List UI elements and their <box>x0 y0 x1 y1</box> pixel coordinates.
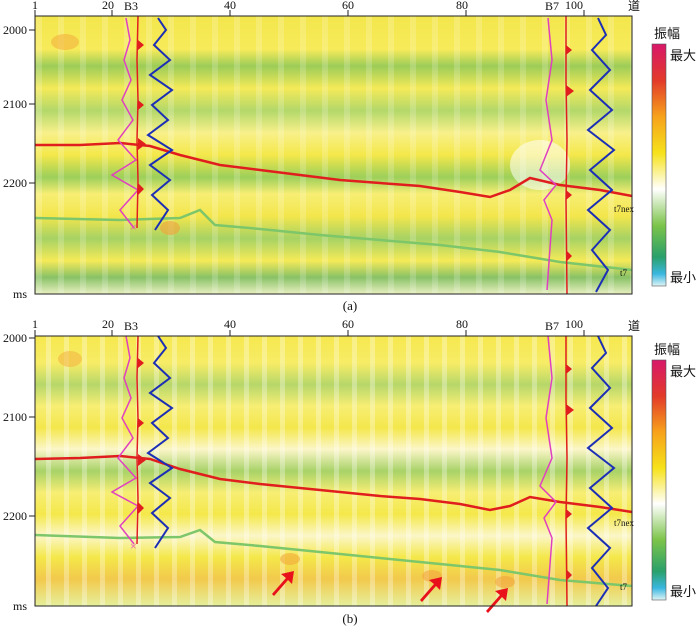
colorbar-min: 最小 <box>670 270 696 285</box>
well-log-b3-red <box>136 15 139 229</box>
time-axis-a: 2000 2100 2200 ms <box>3 23 35 301</box>
trace-tick: 1 <box>32 317 38 331</box>
horizon-green <box>34 528 633 588</box>
well-label-b3: B3 <box>124 319 138 333</box>
well-b3-marker: × <box>130 220 137 234</box>
colorbar-title: 振幅 <box>654 26 680 41</box>
time-tick: 2200 <box>3 176 27 190</box>
horizon-label-green: t7 <box>620 582 628 592</box>
time-tick: 2200 <box>3 509 27 523</box>
time-unit: ms <box>13 599 27 613</box>
arrow-2 <box>420 577 442 602</box>
panel-b-svg: × t7nex t7 1 20 40 60 80 100 <box>3 317 696 626</box>
well-log-b3-blue <box>146 335 174 549</box>
trace-tick: 80 <box>456 0 468 12</box>
well-log-b7-red <box>565 336 568 607</box>
trace-tick: 1 <box>32 0 38 12</box>
white-zone <box>510 140 570 190</box>
trace-tick: 100 <box>565 317 583 331</box>
trace-axis-unit: 道 <box>628 0 640 13</box>
seismic-texture-b <box>35 336 632 606</box>
amplitude-anomaly <box>51 34 79 50</box>
time-unit: ms <box>13 287 27 301</box>
section-frame-b <box>34 335 633 607</box>
horizon-red <box>35 141 633 199</box>
well-log-b7-pink <box>539 335 557 605</box>
colorbar-title: 振幅 <box>654 342 680 357</box>
horizon-label-green: t7 <box>620 268 628 278</box>
horizon-label-red: t7nex <box>614 518 634 528</box>
colorbar-b: 振幅 最大 最小 <box>651 342 696 601</box>
well-log-b3-blue <box>146 17 174 231</box>
arrows <box>272 571 508 613</box>
time-tick: 2100 <box>3 97 27 111</box>
colorbar-gradient <box>651 359 667 601</box>
colorbar-max: 最大 <box>670 48 696 63</box>
amplitude-anomaly <box>58 351 82 367</box>
trace-tick: 40 <box>224 317 236 331</box>
colorbar-min: 最小 <box>670 584 696 599</box>
trace-tick: 100 <box>565 0 583 12</box>
panel-caption-a: (a) <box>343 298 357 313</box>
colorbar-a: 振幅 最大 最小 <box>651 26 696 287</box>
colorbar-gradient <box>651 43 667 287</box>
panel-a-svg: × t7nex t7 1 20 40 60 80 100 道 B3 B7 <box>3 0 696 313</box>
amplitude-anomaly <box>495 576 515 588</box>
trace-axis-a: 1 20 40 60 80 100 道 B3 B7 <box>32 0 640 16</box>
trace-tick: 40 <box>224 0 236 12</box>
well-log-b3-red <box>136 335 139 545</box>
trace-tick: 20 <box>102 317 114 331</box>
time-tick: 2000 <box>3 23 27 37</box>
trace-axis-unit: 道 <box>628 319 640 333</box>
well-log-b3-pink <box>110 17 140 229</box>
panel-caption-b: (b) <box>342 611 357 626</box>
well-b7-peaks <box>566 364 574 581</box>
well-log-b7-pink <box>539 17 558 291</box>
arrow-1 <box>272 571 294 596</box>
well-label-b7: B7 <box>545 319 559 333</box>
well-log-b7-blue <box>586 17 616 293</box>
arrow-3 <box>486 588 508 613</box>
trace-tick: 60 <box>342 0 354 12</box>
well-log-b3-pink <box>110 335 140 545</box>
time-tick: 2000 <box>3 331 27 345</box>
seismic-panel-b: × t7nex t7 1 20 40 60 80 100 <box>0 314 700 628</box>
colorbar-max: 最大 <box>670 364 696 379</box>
horizon-green <box>34 208 633 272</box>
trace-tick: 60 <box>342 317 354 331</box>
amplitude-anomaly <box>160 221 180 235</box>
time-tick: 2100 <box>3 410 27 424</box>
trace-tick: 80 <box>456 317 468 331</box>
trace-tick: 20 <box>102 0 114 12</box>
well-log-b7-blue <box>586 335 616 607</box>
amplitude-anomaly <box>280 553 300 565</box>
horizon-label-red: t7nex <box>614 204 634 214</box>
well-label-b7: B7 <box>545 0 559 13</box>
well-label-b3: B3 <box>124 0 138 13</box>
time-axis-b: 2000 2100 2200 ms <box>3 331 35 613</box>
horizon-red <box>34 454 633 514</box>
well-b3-marker: × <box>130 539 137 553</box>
well-log-b7-red <box>565 16 568 295</box>
trace-axis-b: 1 20 40 60 80 100 道 B3 B7 <box>32 317 640 336</box>
well-b7-peaks <box>566 45 574 262</box>
seismic-panel-a: × t7nex t7 1 20 40 60 80 100 道 B3 B7 <box>0 0 700 314</box>
section-frame-a <box>34 15 633 295</box>
